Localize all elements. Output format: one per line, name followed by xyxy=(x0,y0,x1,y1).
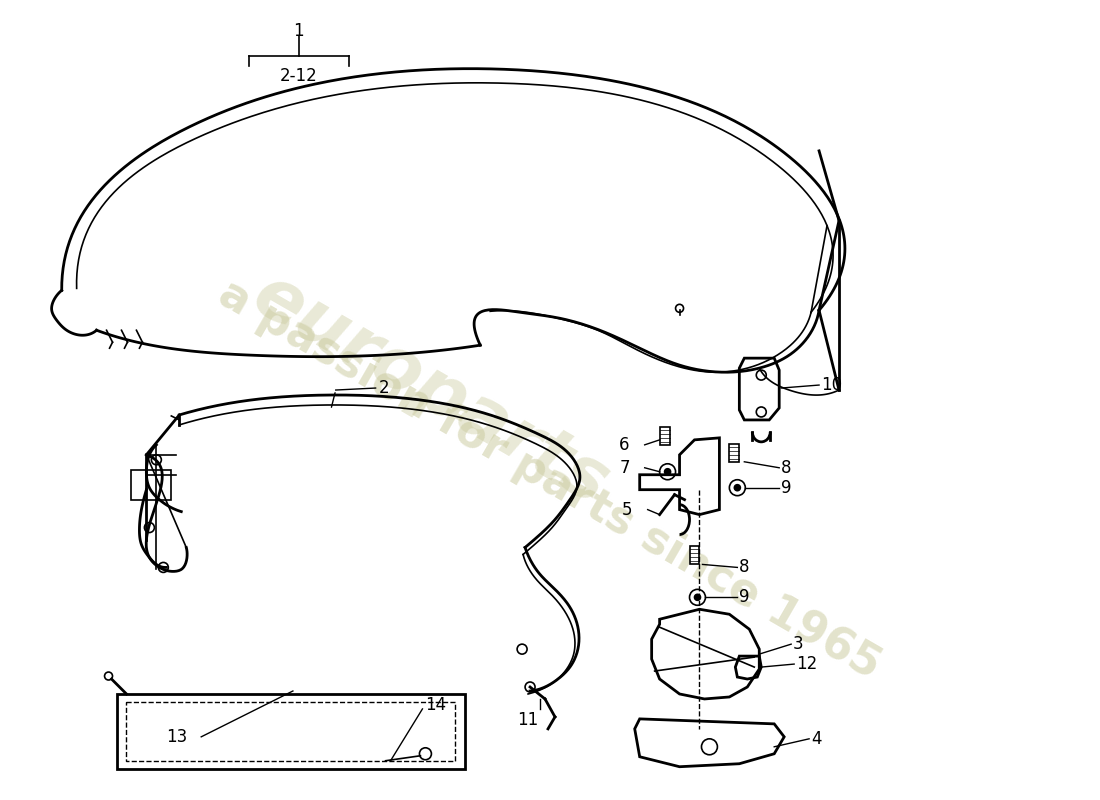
Text: europarts: europarts xyxy=(240,260,620,520)
Text: 2-12: 2-12 xyxy=(280,67,318,85)
Text: 1: 1 xyxy=(294,22,305,40)
Text: 13: 13 xyxy=(166,728,187,746)
Text: 14: 14 xyxy=(426,696,447,714)
Text: 10: 10 xyxy=(821,376,843,394)
Text: 5: 5 xyxy=(623,501,632,518)
Bar xyxy=(126,702,455,761)
Circle shape xyxy=(664,469,671,474)
Circle shape xyxy=(735,485,740,490)
Bar xyxy=(660,427,670,445)
Text: a passion for parts since 1965: a passion for parts since 1965 xyxy=(211,272,889,688)
Bar xyxy=(729,444,739,462)
Text: 7: 7 xyxy=(619,458,629,477)
Bar xyxy=(132,470,172,500)
Text: 6: 6 xyxy=(619,436,629,454)
Text: 2: 2 xyxy=(378,379,389,397)
Text: 8: 8 xyxy=(739,558,750,577)
Bar xyxy=(690,546,700,565)
Text: 4: 4 xyxy=(811,730,822,748)
Text: 9: 9 xyxy=(739,588,750,606)
Text: 9: 9 xyxy=(781,478,792,497)
Bar xyxy=(117,694,465,769)
Circle shape xyxy=(694,594,701,600)
Text: 12: 12 xyxy=(796,655,817,673)
Text: 11: 11 xyxy=(517,711,539,729)
Text: 8: 8 xyxy=(781,458,792,477)
Text: 3: 3 xyxy=(793,635,804,653)
